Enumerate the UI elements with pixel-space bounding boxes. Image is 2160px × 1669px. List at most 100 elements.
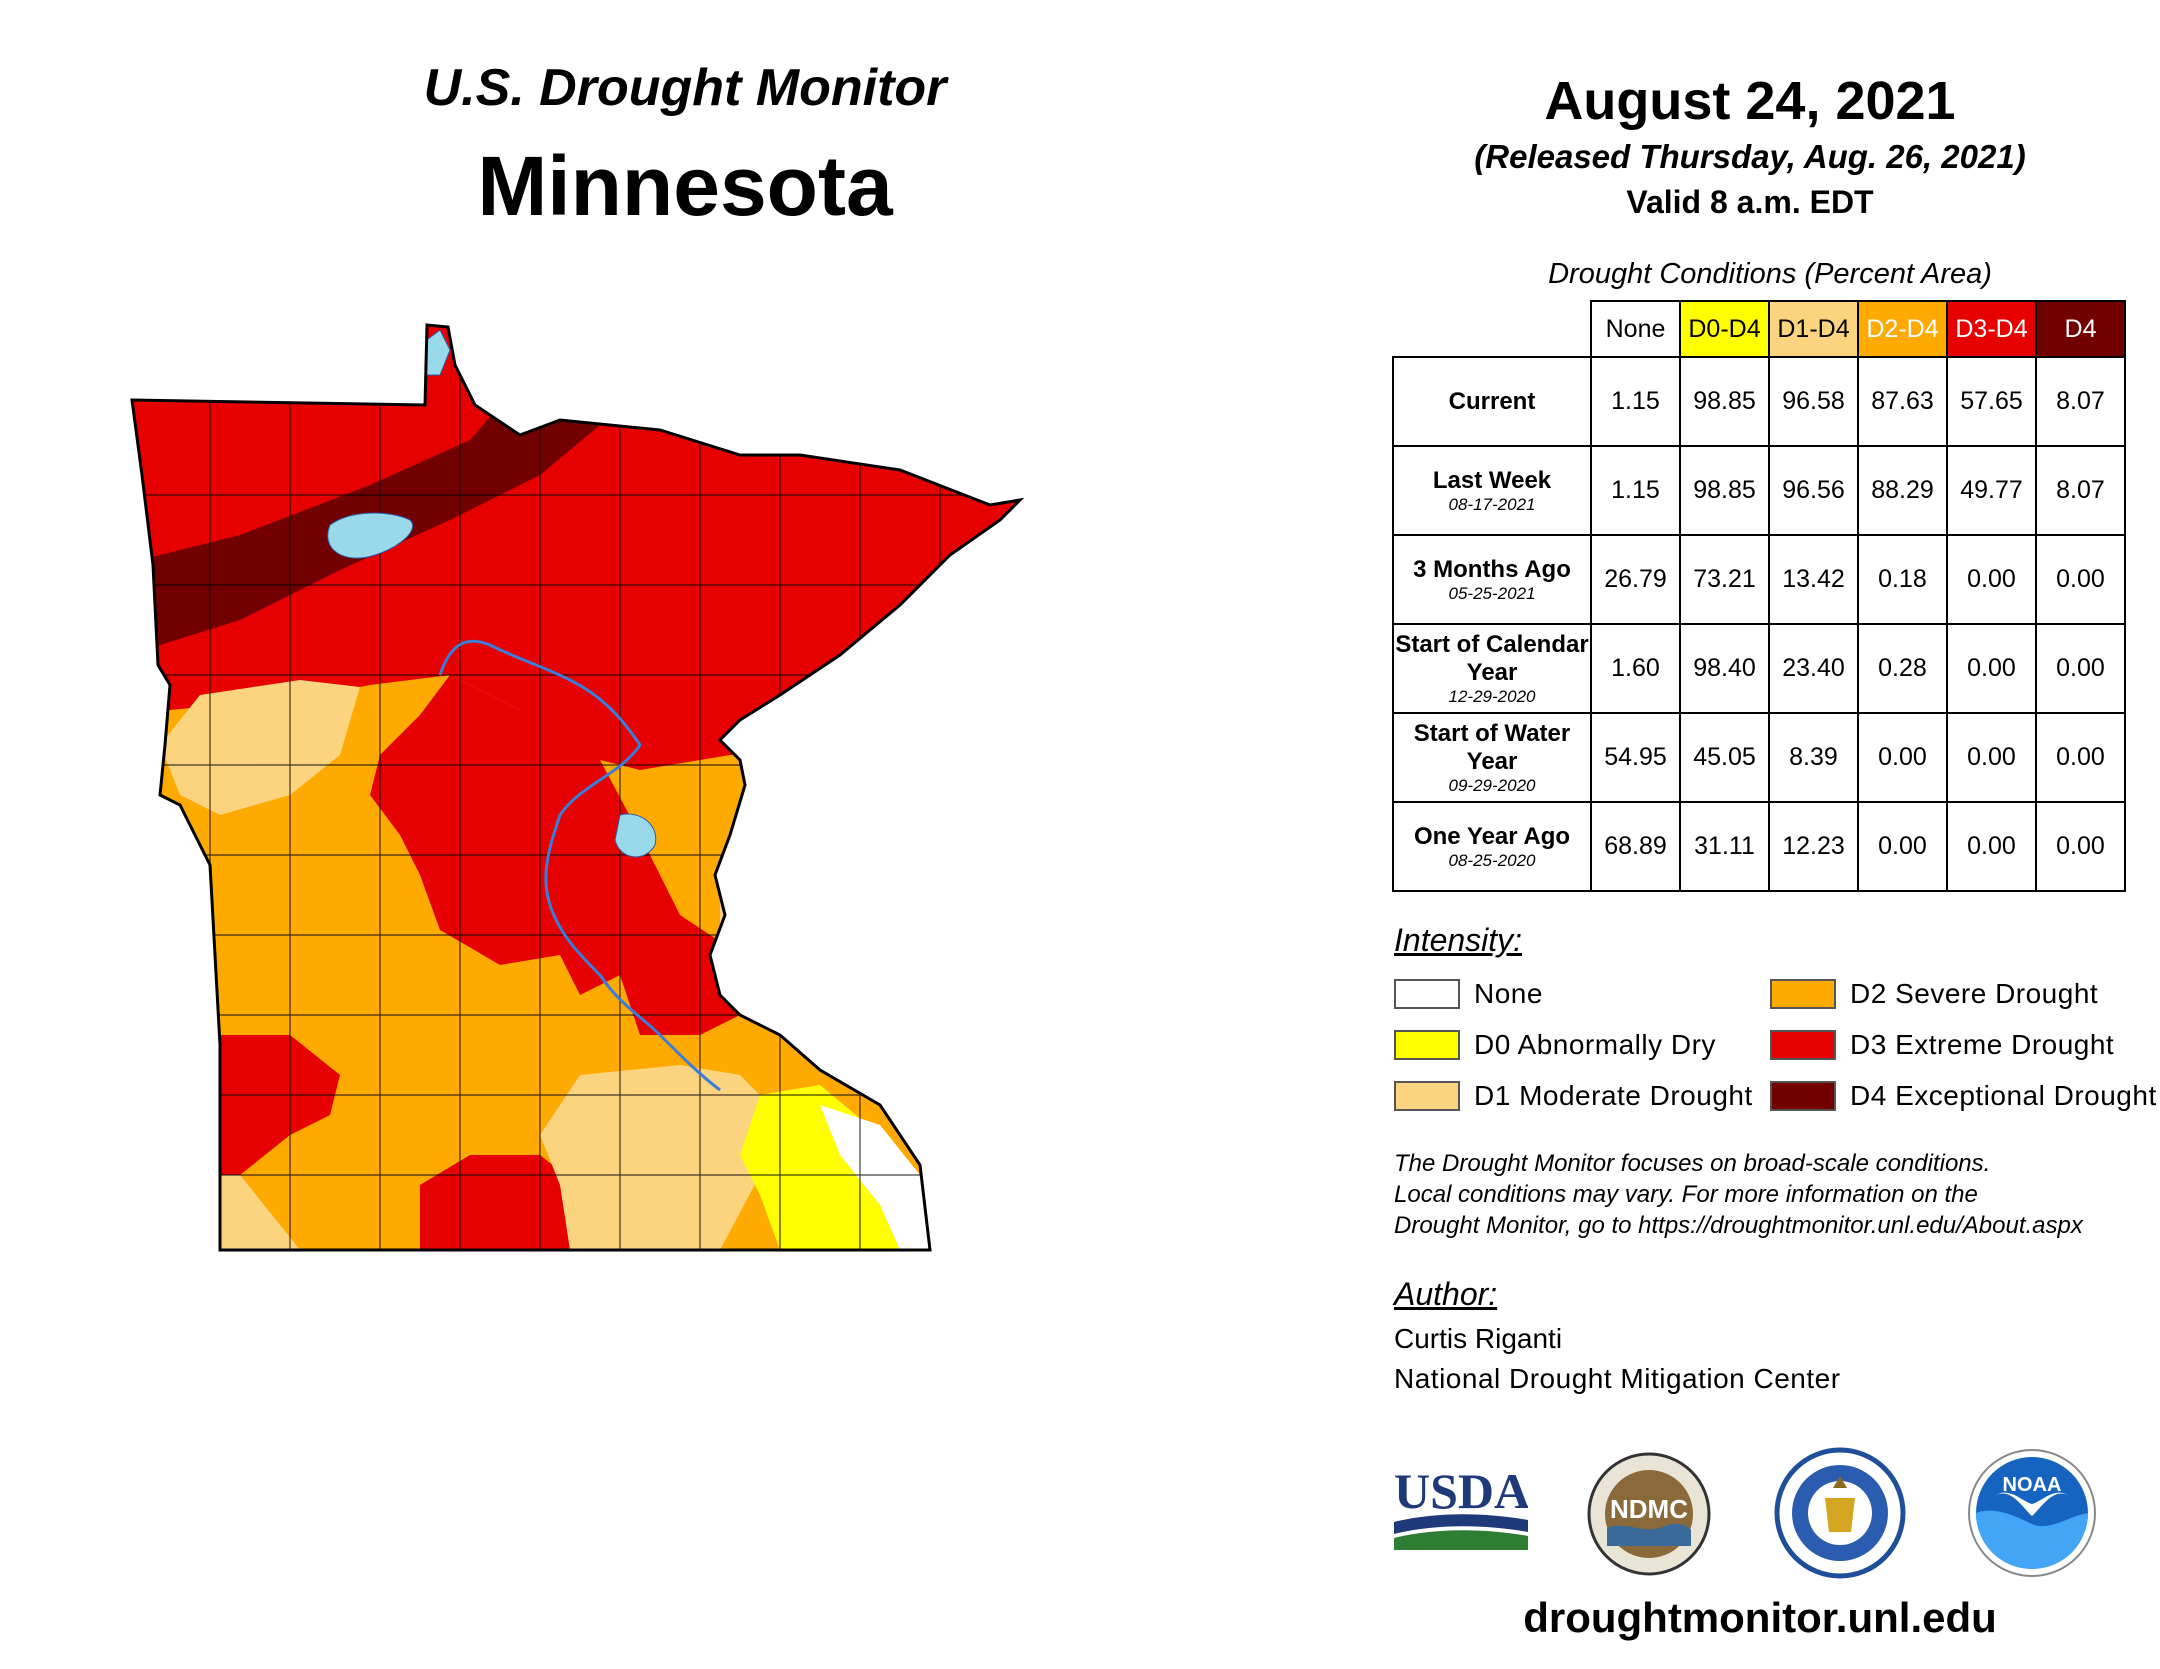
legend-d4: D4 Exceptional Drought bbox=[1770, 1080, 2157, 1112]
row-date: 08-25-2020 bbox=[1448, 850, 1536, 870]
ndmc-logo-text: NDMC bbox=[1610, 1494, 1688, 1524]
legend-label: D0 Abnormally Dry bbox=[1474, 1029, 1716, 1060]
note-line-2: Local conditions may vary. For more info… bbox=[1394, 1181, 1978, 1208]
table-cell: 0.00 bbox=[2035, 534, 2126, 625]
mille-lacs-lake bbox=[614, 813, 657, 858]
swatch-d1 bbox=[1394, 1081, 1460, 1111]
d1-region-5 bbox=[720, 875, 820, 975]
table-row: Start of Calendar Year 12-29-2020 1.60 98.4… bbox=[1392, 623, 2126, 714]
row-date: 12-29-2020 bbox=[1448, 686, 1536, 706]
legend-label: D4 Exceptional Drought bbox=[1850, 1080, 2157, 1111]
row-label-text: Start of Calendar Year bbox=[1395, 630, 1589, 686]
table-cell: 0.00 bbox=[1857, 712, 1948, 803]
d1-region-3 bbox=[540, 1065, 780, 1250]
footer-url[interactable]: droughtmonitor.unl.edu bbox=[1523, 1594, 1997, 1641]
table-cell: 31.11 bbox=[1679, 801, 1770, 892]
usda-logo-text: USDA bbox=[1394, 1463, 1528, 1519]
swatch-d2 bbox=[1770, 979, 1836, 1009]
table-caption: Drought Conditions (Percent Area) bbox=[1548, 258, 1992, 290]
legend-label: D3 Extreme Drought bbox=[1850, 1029, 2115, 1060]
noaa-logo-text: NOAA bbox=[2003, 1474, 2062, 1496]
swatch-d0 bbox=[1394, 1030, 1460, 1060]
row-label: Current bbox=[1392, 356, 1592, 447]
legend-d1: D1 Moderate Drought bbox=[1394, 1080, 1753, 1112]
table-cell: 26.79 bbox=[1590, 534, 1681, 625]
usda-logo: USDA bbox=[1394, 1463, 1528, 1550]
valid-time: Valid 8 a.m. EDT bbox=[1626, 184, 1874, 220]
table-row: Last Week 08-17-2021 1.15 98.85 96.56 88.29 49… bbox=[1392, 445, 2126, 536]
table-cell: 0.00 bbox=[2035, 623, 2126, 714]
table-cell: 87.63 bbox=[1857, 356, 1948, 447]
author-name: Curtis Riganti bbox=[1394, 1323, 1563, 1354]
state-title: Minnesota bbox=[477, 139, 893, 233]
table-row: One Year Ago 08-25-2020 68.89 31.11 12.23 0.0… bbox=[1392, 801, 2126, 892]
table-cell: 88.29 bbox=[1857, 445, 1948, 536]
row-label: One Year Ago 08-25-2020 bbox=[1392, 801, 1592, 892]
d3-south-region bbox=[420, 1155, 590, 1250]
table-cell: 0.18 bbox=[1857, 534, 1948, 625]
row-label-text: One Year Ago bbox=[1413, 822, 1571, 850]
col-d1-d4: D1-D4 bbox=[1768, 300, 1859, 358]
table-cell: 0.28 bbox=[1857, 623, 1948, 714]
table-cell: 0.00 bbox=[2035, 801, 2126, 892]
table-cell: 0.00 bbox=[1946, 623, 2037, 714]
legend-d3: D3 Extreme Drought bbox=[1770, 1029, 2114, 1061]
table-cell: 96.58 bbox=[1768, 356, 1859, 447]
col-d2-d4: D2-D4 bbox=[1857, 300, 1948, 358]
swatch-d4 bbox=[1770, 1081, 1836, 1111]
legend-label: D2 Severe Drought bbox=[1850, 978, 2099, 1009]
legend-label: D1 Moderate Drought bbox=[1474, 1080, 1753, 1111]
table-cell: 0.00 bbox=[1946, 534, 2037, 625]
row-label: Start of Calendar Year 12-29-2020 bbox=[1392, 623, 1592, 714]
table-cell: 8.07 bbox=[2035, 445, 2126, 536]
swatch-none bbox=[1394, 979, 1460, 1009]
table-cell: 0.00 bbox=[1946, 712, 2037, 803]
table-cell: 98.85 bbox=[1679, 356, 1770, 447]
table-cell: 68.89 bbox=[1590, 801, 1681, 892]
monitor-title: U.S. Drought Monitor bbox=[423, 59, 947, 117]
no-drought-region bbox=[820, 1105, 935, 1250]
table-cell: 98.40 bbox=[1679, 623, 1770, 714]
table-cell: 8.07 bbox=[2035, 356, 2126, 447]
legend-d0: D0 Abnormally Dry bbox=[1394, 1029, 1716, 1061]
note-line-3: Drought Monitor, go to https://droughtmo… bbox=[1394, 1212, 2083, 1239]
table-cell: 12.23 bbox=[1768, 801, 1859, 892]
table-corner bbox=[1393, 301, 1592, 358]
col-d4: D4 bbox=[2035, 300, 2126, 358]
table-cell: 96.56 bbox=[1768, 445, 1859, 536]
table-row: Current 1.15 98.85 96.58 87.63 57.65 8.07 bbox=[1392, 356, 2126, 447]
map-date: August 24, 2021 bbox=[1544, 71, 1956, 131]
legend-label: None bbox=[1474, 978, 1543, 1009]
row-label-text: 3 Months Ago bbox=[1413, 555, 1571, 583]
author-heading: Author: bbox=[1394, 1276, 1498, 1312]
d1-region-2 bbox=[132, 1005, 210, 1115]
release-note: (Released Thursday, Aug. 26, 2021) bbox=[1474, 138, 2026, 175]
col-d3-d4: D3-D4 bbox=[1946, 300, 2037, 358]
col-none: None bbox=[1590, 300, 1681, 358]
row-label: 3 Months Ago 05-25-2021 bbox=[1392, 534, 1592, 625]
table-cell: 98.85 bbox=[1679, 445, 1770, 536]
row-date: 08-17-2021 bbox=[1448, 494, 1536, 514]
state-outline bbox=[130, 323, 1025, 1252]
table-cell: 0.00 bbox=[1857, 801, 1948, 892]
noaa-logo: NOAA bbox=[1968, 1449, 2096, 1577]
table-header-row: None D0-D4 D1-D4 D2-D4 D3-D4 D4 bbox=[1393, 300, 2126, 358]
row-date: 05-25-2021 bbox=[1448, 583, 1536, 603]
col-d0-d4: D0-D4 bbox=[1679, 300, 1770, 358]
row-label-text: Current bbox=[1448, 387, 1536, 415]
table-cell: 1.15 bbox=[1590, 445, 1681, 536]
commerce-logo bbox=[1774, 1447, 1906, 1579]
table-cell: 1.60 bbox=[1590, 623, 1681, 714]
table-cell: 49.77 bbox=[1946, 445, 2037, 536]
note-line-1: The Drought Monitor focuses on broad-sca… bbox=[1394, 1150, 1991, 1177]
ndmc-logo: NDMC bbox=[1587, 1452, 1711, 1576]
row-label-text: Last Week bbox=[1432, 466, 1552, 494]
row-label-text: Start of Water Year bbox=[1413, 719, 1571, 775]
intensity-heading: Intensity: bbox=[1394, 922, 1523, 958]
table-cell: 57.65 bbox=[1946, 356, 2037, 447]
legend-d2: D2 Severe Drought bbox=[1770, 978, 2098, 1010]
author-org: National Drought Mitigation Center bbox=[1394, 1363, 1841, 1394]
table-cell: 23.40 bbox=[1768, 623, 1859, 714]
drought-map bbox=[130, 323, 1025, 1252]
row-label: Last Week 08-17-2021 bbox=[1392, 445, 1592, 536]
